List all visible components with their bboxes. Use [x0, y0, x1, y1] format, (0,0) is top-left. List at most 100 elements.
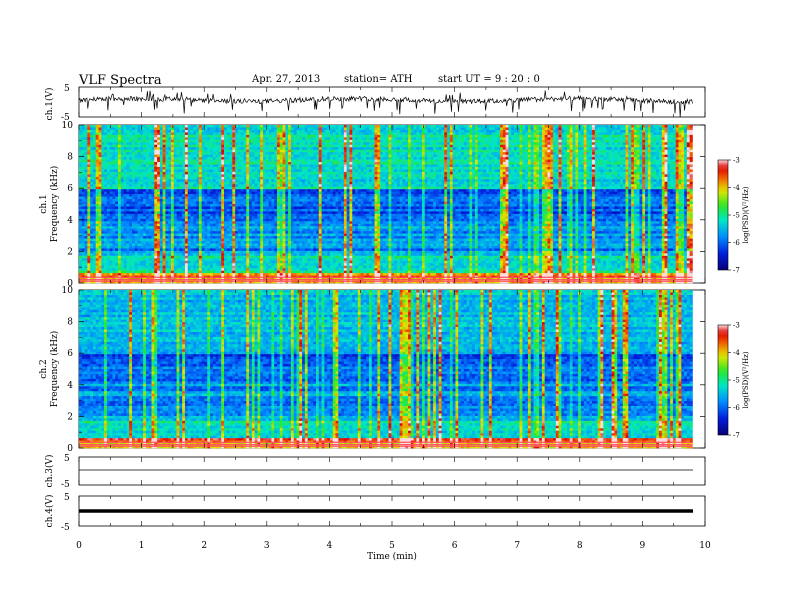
spectrogram-cell [243, 159, 247, 163]
spectrogram-cell [285, 152, 289, 155]
spectrogram-cell [126, 196, 130, 200]
spectrogram-cell [254, 263, 258, 267]
spectrogram-cell [159, 216, 163, 220]
spectrogram-cell [221, 137, 225, 141]
spectrogram-cell [131, 149, 136, 153]
spectrogram-cell [137, 233, 141, 237]
spectrogram-cell [98, 223, 102, 227]
spectrogram-cell [101, 149, 105, 153]
spectrogram-cell [165, 204, 169, 207]
spectrogram-cell [279, 159, 283, 163]
spectrogram-cell [290, 191, 295, 195]
spectrogram-cell [140, 265, 144, 269]
spectrogram-cell [293, 147, 297, 150]
spectrogram-cell [279, 134, 283, 138]
spectrogram-cell [176, 154, 180, 158]
spectrogram-cell [218, 166, 222, 170]
spectrogram-cell [226, 164, 230, 168]
spectrogram-cell [257, 273, 261, 276]
spectrogram-cell [109, 142, 113, 146]
spectrogram-cell [274, 231, 278, 234]
spectrogram-cell [229, 265, 233, 269]
spectrogram-cell [204, 149, 208, 153]
spectrogram-cell [112, 169, 116, 173]
spectrogram-cell [87, 228, 91, 232]
spectrogram-cell [165, 194, 169, 197]
spectrogram-cell [87, 174, 91, 178]
spectrogram-cell [265, 199, 269, 202]
spectrogram-cell [143, 125, 147, 128]
spectrogram-cell [249, 191, 253, 195]
spectrogram-cell [271, 201, 275, 205]
spectrogram-cell [201, 171, 205, 175]
spectrogram-cell [235, 129, 239, 133]
spectrogram-cell [201, 179, 205, 183]
spectrogram-cell [95, 223, 99, 227]
spectrogram-cell [237, 245, 242, 249]
spectrogram-cell [232, 125, 236, 128]
spectrogram-cell [276, 154, 281, 158]
spectrogram-cell [112, 270, 116, 274]
spectrogram-cell [154, 134, 158, 138]
spectrogram-cell [90, 245, 94, 249]
spectrogram-cell [120, 243, 124, 247]
spectrogram-cell [157, 258, 161, 262]
spectrogram-cell [229, 134, 233, 138]
spectrogram-cell [257, 201, 261, 205]
spectrogram-cell [137, 231, 141, 234]
spectrogram-cell [112, 211, 116, 215]
spectrogram-cell [187, 164, 191, 168]
spectrogram-cell [235, 231, 239, 234]
spectrogram-cell [229, 260, 233, 264]
spectrogram-cell [232, 245, 236, 249]
spectrogram-cell [215, 231, 219, 234]
spectrogram-cell [290, 157, 295, 160]
spectrogram-cell [173, 223, 177, 227]
spectrogram-cell [237, 216, 242, 220]
spectrogram-cell [282, 216, 286, 220]
spectrogram-cell [237, 191, 242, 195]
spectrogram-cell [237, 208, 242, 212]
spectrogram-cell [251, 223, 255, 227]
spectrogram-cell [112, 250, 116, 254]
spectrogram-cell [198, 268, 202, 271]
spectrogram-cell [215, 199, 219, 202]
spectrogram-cell [137, 166, 141, 170]
spectrogram-cell [224, 142, 228, 146]
spectrogram-cell [106, 127, 110, 131]
spectrogram-cell [210, 233, 214, 237]
spectrogram-cell [95, 149, 99, 153]
spectrogram-cell [104, 228, 108, 232]
spectrogram-cell [134, 218, 138, 222]
spectrogram-cell [229, 208, 233, 212]
spectrogram-cell [165, 181, 169, 185]
spectrogram-cell [268, 253, 272, 257]
spectrogram-cell [182, 189, 186, 192]
spectrogram-cell [240, 137, 244, 141]
spectrogram-cell [215, 201, 219, 205]
spectrogram-cell [120, 179, 124, 183]
spectrogram-cell [288, 194, 292, 197]
spectrogram-cell [240, 132, 244, 136]
spectrogram-cell [84, 194, 88, 197]
spectrogram-cell [263, 171, 267, 175]
spectrogram-cell [140, 236, 144, 239]
spectrogram-cell [229, 157, 233, 160]
spectrogram-cell [196, 149, 200, 153]
spectrogram-cell [215, 228, 219, 232]
spectrogram-cell [129, 196, 133, 200]
spectrogram-cell [154, 270, 158, 274]
spectrogram-cell [179, 231, 183, 234]
spectrogram-cell [190, 184, 194, 188]
spectrogram-cell [263, 184, 267, 188]
spectrogram-cell [207, 213, 211, 217]
spectrogram-cell [204, 241, 208, 244]
spectrogram-cell [120, 129, 124, 133]
spectrogram-cell [151, 228, 155, 232]
spectrogram-cell [79, 181, 83, 185]
spectrogram-cell [235, 216, 239, 220]
spectrogram-cell [79, 270, 83, 274]
spectrogram-cell [201, 216, 205, 220]
spectrogram-cell [224, 154, 228, 158]
spectrogram-cell [173, 199, 177, 202]
